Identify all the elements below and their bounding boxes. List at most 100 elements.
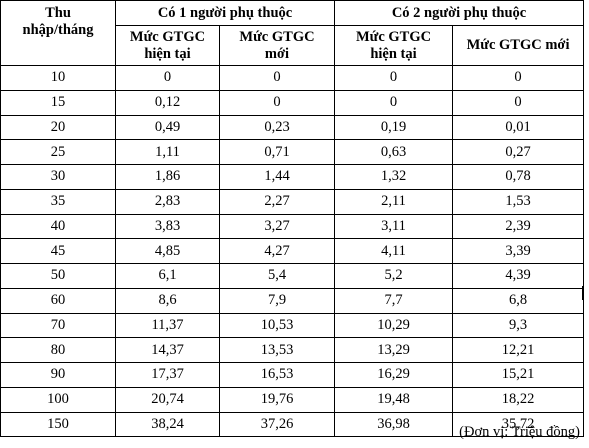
cell-g1-new: 1,44 (218, 164, 336, 190)
table-row: 70 11,37 10,53 10,29 9,3 (0, 312, 585, 339)
cell-income: 45 (0, 238, 116, 264)
header-g2-new: Mức GTGC mới (452, 25, 585, 66)
table-row: 80 14,37 13,53 13,29 12,21 (0, 337, 585, 363)
cell-g1-current: 0 (115, 65, 220, 91)
table-row: 90 17,37 16,53 16,29 15,21 (0, 362, 585, 388)
cell-g1-current: 1,86 (115, 164, 220, 190)
cell-g2-current: 0,63 (334, 139, 454, 165)
header-g2-current: Mức GTGC hiện tại (334, 25, 454, 66)
cell-g1-current: 14,37 (115, 337, 220, 363)
cell-g1-current: 8,6 (115, 287, 220, 314)
header-row-groups: Thu nhập/tháng Có 1 người phụ thuộc Có 2… (0, 0, 585, 66)
cell-g1-current: 38,24 (115, 411, 220, 438)
cell-income: 25 (0, 139, 116, 165)
table-row: 50 6,1 5,4 5,2 4,39 (0, 263, 585, 289)
cell-g2-current: 0 (334, 65, 454, 91)
cell-g1-new: 0 (218, 65, 336, 91)
table-row: 40 3,83 3,27 3,11 2,39 (0, 213, 585, 240)
cell-g1-current: 1,11 (115, 139, 220, 165)
table-row: 10 0 0 0 0 (0, 65, 585, 91)
table-row: 20 0,49 0,23 0,19 0,01 (0, 114, 585, 141)
header-g1-current: Mức GTGC hiện tại (115, 25, 220, 66)
table-row: 35 2,83 2,27 2,11 1,53 (0, 188, 585, 215)
cell-g1-new: 10,53 (218, 312, 336, 339)
cell-g2-new: 15,21 (452, 362, 585, 388)
cell-g1-current: 3,83 (115, 213, 220, 240)
cell-g2-new: 1,53 (452, 188, 585, 215)
cell-g2-current: 0,19 (334, 114, 454, 141)
cell-g2-current: 13,29 (334, 337, 454, 363)
table-row: 15 0,12 0 0 0 (0, 89, 585, 116)
cell-g2-new: 18,22 (452, 386, 585, 413)
cell-income: 100 (0, 386, 116, 413)
cell-g2-current: 10,29 (334, 312, 454, 339)
cell-g1-current: 11,37 (115, 312, 220, 339)
cell-g2-current: 16,29 (334, 362, 454, 388)
table-row: 150 38,24 37,26 36,98 35,72 (0, 411, 585, 438)
cell-g2-current: 36,98 (334, 411, 454, 438)
cell-g2-new: 0 (452, 89, 585, 116)
cell-g1-new: 0,71 (218, 139, 336, 165)
cell-income: 50 (0, 263, 116, 289)
table-edge-mark (582, 286, 583, 300)
cell-income: 30 (0, 164, 116, 190)
cell-g2-current: 7,7 (334, 287, 454, 314)
header-income-label: Thu nhập/tháng (22, 5, 94, 38)
cell-g1-new: 37,26 (218, 411, 336, 438)
table-row: 30 1,86 1,44 1,32 0,78 (0, 164, 585, 190)
cell-g1-current: 6,1 (115, 263, 220, 289)
cell-income: 150 (0, 411, 116, 438)
cell-income: 20 (0, 114, 116, 141)
cell-g2-new: 35,72 (452, 411, 585, 438)
cell-g1-new: 13,53 (218, 337, 336, 363)
cell-g1-current: 2,83 (115, 188, 220, 215)
cell-g1-new: 7,9 (218, 287, 336, 314)
cell-income: 70 (0, 312, 116, 339)
cell-g1-new: 2,27 (218, 188, 336, 215)
cell-g2-current: 0 (334, 89, 454, 116)
cell-g1-new: 4,27 (218, 238, 336, 264)
table-row: 100 20,74 19,76 19,48 18,22 (0, 386, 585, 413)
cell-income: 35 (0, 188, 116, 215)
cell-g2-new: 0 (452, 65, 585, 91)
cell-income: 80 (0, 337, 116, 363)
header-group-2-dependents: Có 2 người phụ thuộc (334, 0, 585, 26)
cell-g1-new: 0,23 (218, 114, 336, 141)
cell-g1-current: 0,12 (115, 89, 220, 116)
cell-g1-current: 4,85 (115, 238, 220, 264)
cell-g1-new: 3,27 (218, 213, 336, 240)
cell-income: 40 (0, 213, 116, 240)
cell-g1-new: 19,76 (218, 386, 336, 413)
unit-note: (Đơn vị: Triệu đồng) (459, 424, 580, 440)
cell-g2-new: 0,27 (452, 139, 585, 165)
cell-g1-new: 16,53 (218, 362, 336, 388)
cell-g2-new: 3,39 (452, 238, 585, 264)
cell-g2-new: 2,39 (452, 213, 585, 240)
table-row: 25 1,11 0,71 0,63 0,27 (0, 139, 585, 165)
cell-g2-new: 4,39 (452, 263, 585, 289)
table-row: 45 4,85 4,27 4,11 3,39 (0, 238, 585, 264)
cell-g1-current: 17,37 (115, 362, 220, 388)
cell-g2-new: 6,8 (452, 287, 585, 314)
header-row-columns: Mức GTGC hiện tại Mức GTGC mới Mức GTGC … (1, 25, 585, 66)
table-row: 60 8,6 7,9 7,7 6,8 (0, 287, 585, 314)
cell-g1-new: 5,4 (218, 263, 336, 289)
cell-g2-new: 0,78 (452, 164, 585, 190)
tax-comparison-table: Thu nhập/tháng Có 1 người phụ thuộc Có 2… (0, 0, 585, 438)
header-group-1-dependent: Có 1 người phụ thuộc (114, 0, 336, 26)
cell-g2-current: 1,32 (334, 164, 454, 190)
cell-income: 60 (0, 287, 116, 314)
cell-g2-new: 12,21 (452, 337, 585, 363)
header-g1-new: Mức GTGC mới (218, 25, 336, 66)
cell-g2-new: 0,01 (452, 114, 585, 141)
cell-g2-current: 5,2 (334, 263, 454, 289)
header-income: Thu nhập/tháng (0, 0, 116, 66)
cell-income: 90 (0, 362, 116, 388)
cell-g2-current: 4,11 (334, 238, 454, 264)
cell-income: 10 (0, 65, 116, 91)
cell-g1-current: 0,49 (115, 114, 220, 141)
cell-g2-current: 19,48 (334, 386, 454, 413)
cell-g2-new: 9,3 (452, 312, 585, 339)
cell-g2-current: 3,11 (334, 213, 454, 240)
cell-g1-new: 0 (218, 89, 336, 116)
